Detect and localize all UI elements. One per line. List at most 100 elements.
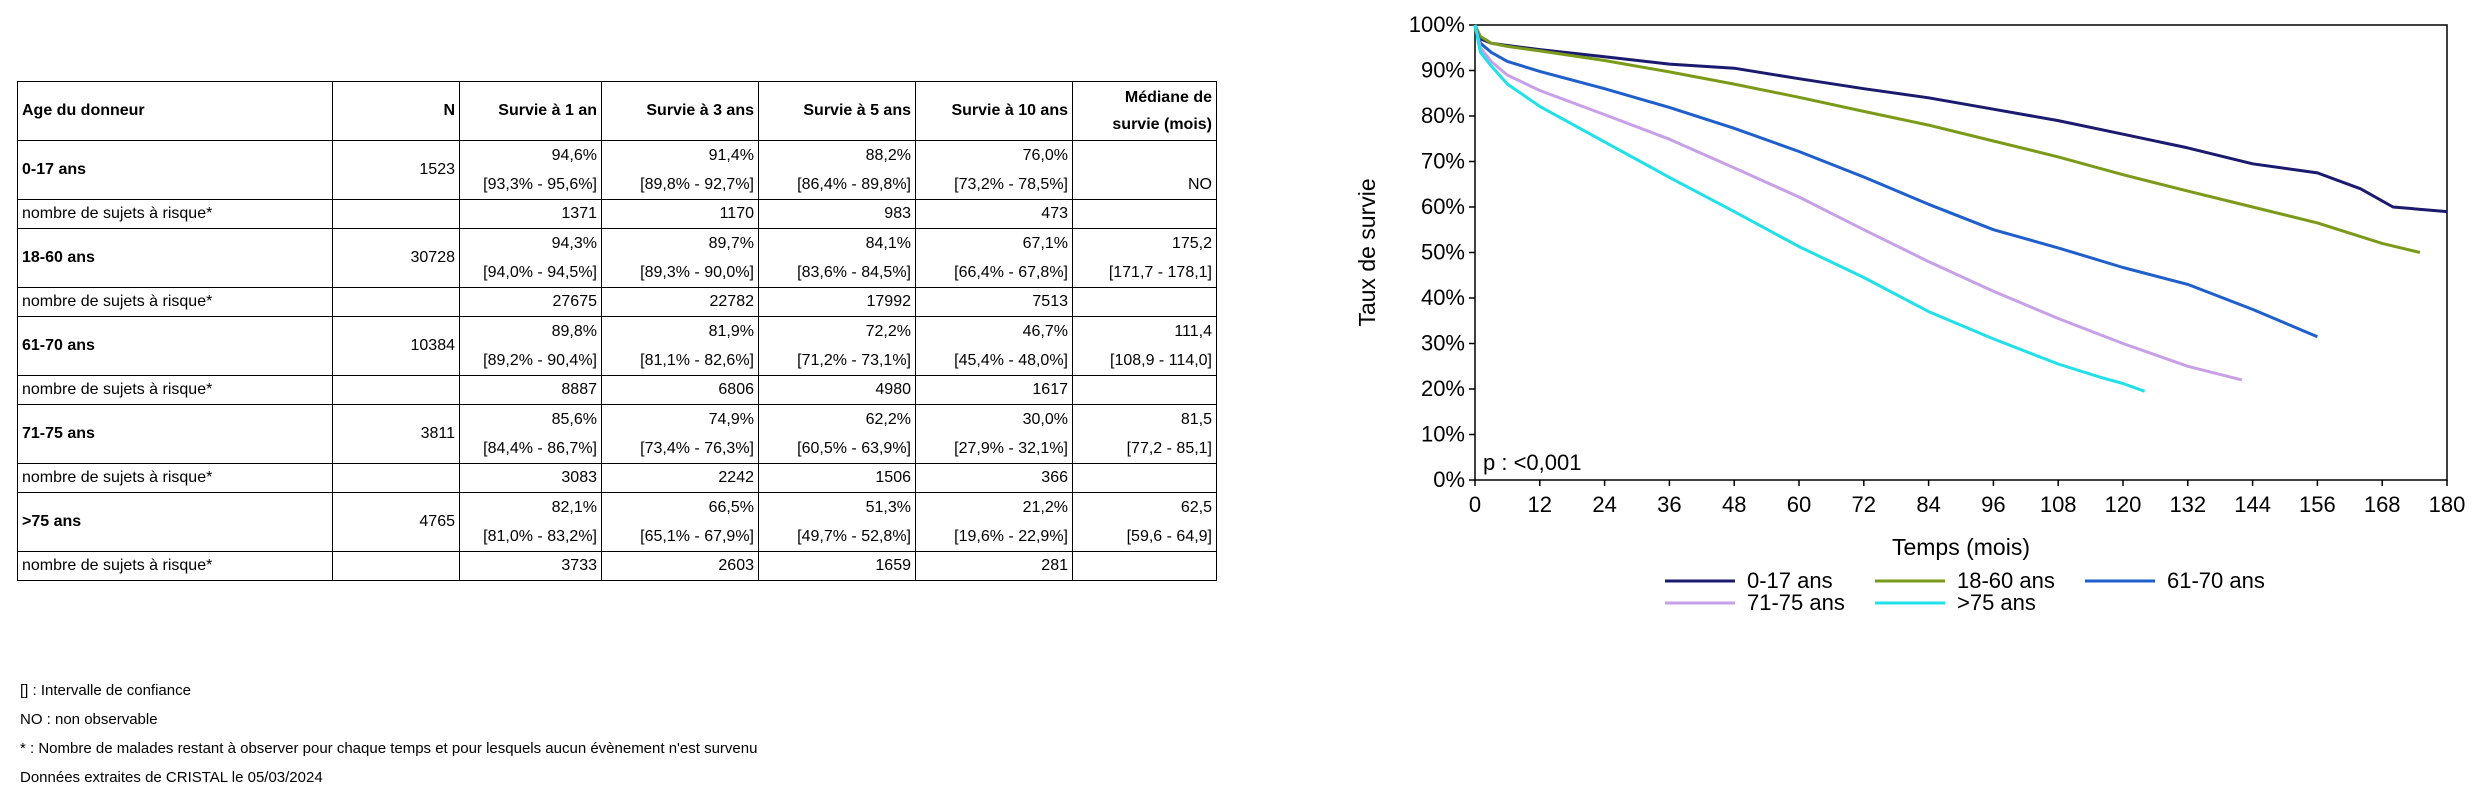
age-group-cell: >75 ans [17,492,333,552]
x-tick-label: 12 [1528,492,1552,517]
survival-ci: [93,3% - 95,6%] [483,176,597,193]
survival-ci: [89,8% - 92,7%] [640,176,754,193]
x-tick-label: 60 [1787,492,1811,517]
risk-empty-cell [332,199,460,229]
series-line [1473,24,2448,214]
median-ci: [171,7 - 178,1] [1108,264,1212,281]
risk-label: nombre de sujets à risque* [17,287,333,317]
survival-cell: 89,8% [89,2% - 90,4%] [459,316,602,376]
y-tick-label: 100% [1409,12,1465,37]
survival-ci: [89,3% - 90,0%] [640,264,754,281]
survival-cell: 88,2% [86,4% - 89,8%] [758,140,916,200]
age-group-cell: 0-17 ans [17,140,333,200]
survival-cell: 94,3% [94,0% - 94,5%] [459,228,602,288]
median-ci: [108,9 - 114,0] [1110,352,1212,369]
survival-value: 76,0% [1022,147,1068,164]
survival-value: 89,8% [551,323,597,340]
survival-cell: 94,6% [93,3% - 95,6%] [459,140,602,200]
survival-value: 21,2% [1022,499,1068,516]
risk-value: 27675 [459,287,602,317]
header-survival-10y: Survie à 10 ans [915,81,1073,141]
x-tick-label: 180 [2429,492,2466,517]
survival-value: 30,0% [1022,411,1068,428]
survival-cell: 91,4% [89,8% - 92,7%] [601,140,759,200]
n-cell: 3811 [332,404,460,464]
survival-value: 84,1% [865,235,911,252]
risk-value: 2242 [601,463,759,493]
y-tick-label: 80% [1421,103,1465,128]
table-row: 61-70 ans 10384 89,8% [89,2% - 90,4%] 81,9% [… [17,316,1217,376]
survival-value: 62,2% [865,411,911,428]
median-cell: 81,5 [77,2 - 85,1] [1072,404,1217,464]
survival-ci: [73,4% - 76,3%] [640,440,754,457]
x-tick-label: 48 [1722,492,1746,517]
risk-value: 2603 [601,551,759,581]
survival-ci: [71,2% - 73,1%] [797,352,911,369]
header-survival-5y: Survie à 5 ans [758,81,916,141]
survival-ci: [60,5% - 63,9%] [797,440,911,457]
survival-cell: 76,0% [73,2% - 78,5%] [915,140,1073,200]
survival-cell: 81,9% [81,1% - 82,6%] [601,316,759,376]
survival-value: 81,9% [708,323,754,340]
legend-label: 18-60 ans [1957,568,2055,593]
survival-value: 51,3% [865,499,911,516]
legend-label: 61-70 ans [2167,568,2265,593]
survival-cell: 30,0% [27,9% - 32,1%] [915,404,1073,464]
x-tick-label: 36 [1657,492,1681,517]
x-tick-label: 96 [1981,492,2005,517]
survival-value: 94,6% [551,147,597,164]
survival-cell: 82,1% [81,0% - 83,2%] [459,492,602,552]
risk-empty-cell [332,551,460,581]
legend-label: >75 ans [1957,590,2036,615]
x-tick-label: 24 [1592,492,1616,517]
survival-value: 67,1% [1022,235,1068,252]
header-median: Médiane de survie (mois) [1072,81,1217,141]
risk-empty-cell [1072,375,1217,405]
risk-value: 983 [758,199,916,229]
header-survival-3y: Survie à 3 ans [601,81,759,141]
median-cell: 62,5 [59,6 - 64,9] [1072,492,1217,552]
y-tick-label: 0% [1433,467,1465,492]
legend-label: 71-75 ans [1747,590,1845,615]
survival-value: 82,1% [551,499,597,516]
x-tick-label: 120 [2105,492,2142,517]
risk-row: nombre de sujets à risque* 8887 6806 4980 16… [17,375,1217,405]
y-tick-label: 70% [1421,149,1465,174]
x-tick-label: 132 [2169,492,2206,517]
median-cell: 175,2 [171,7 - 178,1] [1072,228,1217,288]
survival-value: 94,3% [551,235,597,252]
survival-value: 89,7% [708,235,754,252]
risk-value: 4980 [758,375,916,405]
survival-value: 66,5% [708,499,754,516]
median-value: 111,4 [1174,323,1212,340]
footnote-source: Données extraites de CRISTAL le 05/03/20… [20,769,323,786]
risk-value: 1659 [758,551,916,581]
survival-cell: 46,7% [45,4% - 48,0%] [915,316,1073,376]
survival-table: Age du donneur N Survie à 1 an Survie à … [17,81,1217,581]
survival-value: 91,4% [708,147,754,164]
x-axis-label: Temps (mois) [1892,534,2030,560]
risk-value: 7513 [915,287,1073,317]
risk-value: 17992 [758,287,916,317]
x-tick-label: 144 [2234,492,2271,517]
header-median-line1: Médiane de [1124,89,1212,106]
risk-empty-cell [332,463,460,493]
median-cell: 111,4 [108,9 - 114,0] [1072,316,1217,376]
risk-row: nombre de sujets à risque* 1371 1170 983 473 [17,199,1217,229]
survival-cell: 67,1% [66,4% - 67,8%] [915,228,1073,288]
survival-cell: 62,2% [60,5% - 63,9%] [758,404,916,464]
n-cell: 1523 [332,140,460,200]
header-median-line2: survie (mois) [1112,116,1212,133]
survival-cell: 84,1% [83,6% - 84,5%] [758,228,916,288]
footnote-confidence: [] : Intervalle de confiance [20,682,191,699]
table-body: 0-17 ans 1523 94,6% [93,3% - 95,6%] 91,4% [89… [17,140,1217,581]
risk-value: 6806 [601,375,759,405]
median-ci: [59,6 - 64,9] [1126,528,1212,545]
x-tick-label: 84 [1916,492,1940,517]
survival-ci: [73,2% - 78,5%] [954,176,1068,193]
survival-cell: 21,2% [19,6% - 22,9%] [915,492,1073,552]
risk-value: 281 [915,551,1073,581]
survival-ci: [45,4% - 48,0%] [954,352,1068,369]
risk-value: 1506 [758,463,916,493]
risk-empty-cell [332,375,460,405]
